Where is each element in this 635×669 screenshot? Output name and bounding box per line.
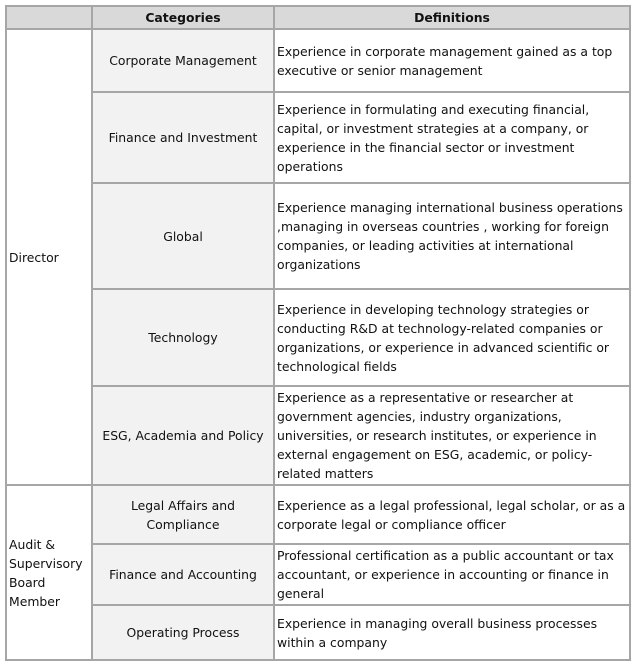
category-cell: Technology <box>91 288 275 387</box>
definition-cell: Experience managing international busine… <box>273 182 631 290</box>
category-cell: Finance and Accounting <box>91 543 275 606</box>
category-cell: Corporate Management <box>91 28 275 93</box>
category-cell: Operating Process <box>91 604 275 661</box>
table-row: Director Corporate Management Experience… <box>5 28 631 486</box>
definition-cell: Experience in corporate management gaine… <box>273 28 631 93</box>
group-audit-board: Audit & Supervisory Board Member <box>5 484 93 661</box>
header-categories: Categories <box>91 5 275 30</box>
table-row: Global Experience managing international… <box>6 182 631 290</box>
definition-cell: Experience in formulating and executing … <box>273 91 631 184</box>
table-row: Technology Experience in developing tech… <box>6 288 631 387</box>
definition-cell: Experience as a legal professional, lega… <box>273 484 631 545</box>
definition-cell: Experience in developing technology stra… <box>273 288 631 387</box>
definition-cell: Experience as a representative or resear… <box>273 385 631 486</box>
table-row: ESG, Academia and Policy Experience as a… <box>6 385 631 486</box>
category-cell: Legal Affairs and Compliance <box>91 484 275 545</box>
table-row: Finance and Accounting Professional cert… <box>6 543 631 606</box>
table-row: Finance and Investment Experience in for… <box>6 91 631 184</box>
header-row: Categories Definitions <box>5 5 631 30</box>
table-row: Audit & Supervisory Board Member Legal A… <box>5 484 631 661</box>
category-cell: Global <box>91 182 275 290</box>
header-group <box>5 5 93 30</box>
skills-definition-table: Categories Definitions Director Corporat… <box>5 5 631 661</box>
table-row: Operating Process Experience in managing… <box>6 604 631 661</box>
category-cell: Finance and Investment <box>91 91 275 184</box>
definition-cell: Experience in managing overall business … <box>273 604 631 661</box>
header-definitions: Definitions <box>273 5 631 30</box>
definition-cell: Professional certification as a public a… <box>273 543 631 606</box>
group-director: Director <box>5 28 93 486</box>
category-cell: ESG, Academia and Policy <box>91 385 275 486</box>
